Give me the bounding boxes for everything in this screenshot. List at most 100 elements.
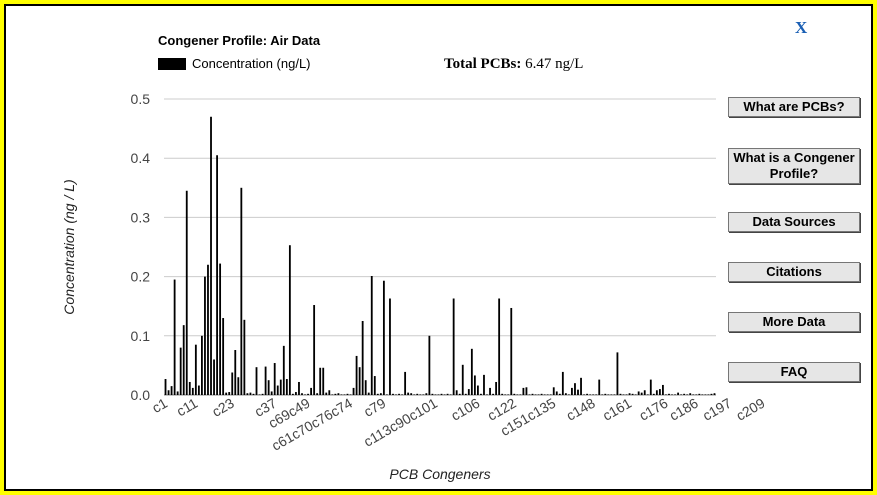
bar bbox=[470, 348, 473, 395]
bar bbox=[598, 379, 601, 395]
bar bbox=[455, 390, 458, 395]
bar bbox=[446, 393, 449, 395]
bar bbox=[179, 347, 182, 395]
bar bbox=[595, 394, 598, 395]
what-is-congener-profile-button[interactable]: What is a Congener Profile? bbox=[728, 148, 860, 184]
total-pcbs-value: 6.47 ng/L bbox=[525, 56, 584, 72]
y-tick-label: 0.5 bbox=[131, 91, 151, 107]
bar bbox=[310, 387, 313, 395]
legend-swatch bbox=[158, 57, 186, 70]
bar bbox=[637, 391, 640, 395]
bar bbox=[567, 394, 570, 395]
bar bbox=[401, 394, 403, 395]
bar bbox=[592, 394, 595, 395]
bar bbox=[343, 394, 346, 395]
bar bbox=[328, 390, 331, 395]
bar bbox=[473, 375, 476, 395]
bar bbox=[176, 391, 179, 395]
bar bbox=[622, 394, 625, 395]
bar bbox=[516, 394, 519, 395]
bar bbox=[416, 393, 419, 395]
chart-title: Congener Profile: Air Data bbox=[158, 33, 321, 48]
bar bbox=[398, 393, 400, 395]
bar bbox=[213, 359, 215, 395]
bar bbox=[662, 384, 664, 395]
bar bbox=[331, 394, 334, 395]
bar bbox=[525, 387, 528, 395]
bar bbox=[349, 394, 352, 395]
bar bbox=[361, 321, 364, 395]
y-tick-label: 0.3 bbox=[131, 209, 151, 225]
bar bbox=[355, 355, 358, 395]
bar bbox=[449, 394, 452, 395]
bar bbox=[313, 305, 316, 395]
close-button[interactable]: X bbox=[795, 18, 808, 37]
bar bbox=[701, 394, 704, 395]
bar bbox=[340, 394, 343, 395]
bar bbox=[389, 298, 391, 395]
bar bbox=[528, 394, 531, 395]
bar bbox=[486, 394, 488, 395]
bar bbox=[410, 393, 413, 395]
bar bbox=[346, 393, 349, 395]
bar bbox=[634, 394, 637, 395]
bar bbox=[352, 387, 355, 395]
bar bbox=[604, 393, 607, 395]
bar bbox=[243, 319, 246, 395]
bar bbox=[316, 393, 319, 395]
bar bbox=[571, 387, 573, 395]
x-tick-label: c176 bbox=[636, 395, 670, 424]
bar bbox=[434, 394, 437, 395]
bar bbox=[425, 393, 428, 395]
bar bbox=[537, 394, 540, 395]
bar bbox=[382, 280, 385, 395]
bar bbox=[204, 276, 206, 395]
bar bbox=[191, 387, 194, 395]
bar bbox=[495, 381, 498, 395]
bar bbox=[261, 393, 264, 395]
bar bbox=[373, 376, 376, 395]
bar bbox=[689, 393, 692, 395]
bar bbox=[301, 393, 303, 395]
more-data-button[interactable]: More Data bbox=[728, 312, 860, 332]
bar bbox=[395, 394, 397, 395]
x-axis-label: PCB Congeners bbox=[389, 466, 490, 482]
y-tick-label: 0.2 bbox=[131, 269, 151, 285]
bar bbox=[710, 393, 713, 395]
bar bbox=[707, 394, 710, 395]
bar bbox=[589, 394, 592, 395]
bar bbox=[288, 245, 291, 395]
data-sources-button[interactable]: Data Sources bbox=[728, 212, 860, 232]
bar bbox=[419, 394, 422, 395]
bar bbox=[483, 374, 485, 395]
bar bbox=[586, 393, 589, 395]
bar bbox=[640, 392, 643, 395]
bar bbox=[428, 335, 431, 395]
bar bbox=[655, 390, 658, 395]
bar bbox=[534, 394, 537, 395]
bar bbox=[334, 393, 337, 395]
bars bbox=[164, 116, 716, 395]
x-tick-label: c106 bbox=[448, 395, 482, 424]
bar bbox=[222, 318, 225, 395]
bar bbox=[619, 393, 622, 395]
bar bbox=[658, 389, 661, 395]
x-tick-label: c79 bbox=[361, 395, 389, 420]
bar bbox=[680, 394, 683, 395]
bar bbox=[561, 371, 564, 395]
citations-button[interactable]: Citations bbox=[728, 262, 860, 282]
faq-button[interactable]: FAQ bbox=[728, 362, 860, 382]
what-are-pcbs-button[interactable]: What are PCBs? bbox=[728, 97, 860, 117]
bar bbox=[698, 393, 701, 395]
legend-label: Concentration (ng/L) bbox=[192, 56, 311, 71]
bar bbox=[467, 389, 470, 395]
bar bbox=[285, 379, 288, 395]
bar bbox=[164, 379, 167, 395]
bar bbox=[452, 298, 455, 395]
total-pcbs: Total PCBs: 6.47 ng/L bbox=[444, 56, 583, 73]
bar bbox=[264, 366, 267, 395]
bar bbox=[304, 394, 306, 395]
bar bbox=[546, 394, 549, 395]
